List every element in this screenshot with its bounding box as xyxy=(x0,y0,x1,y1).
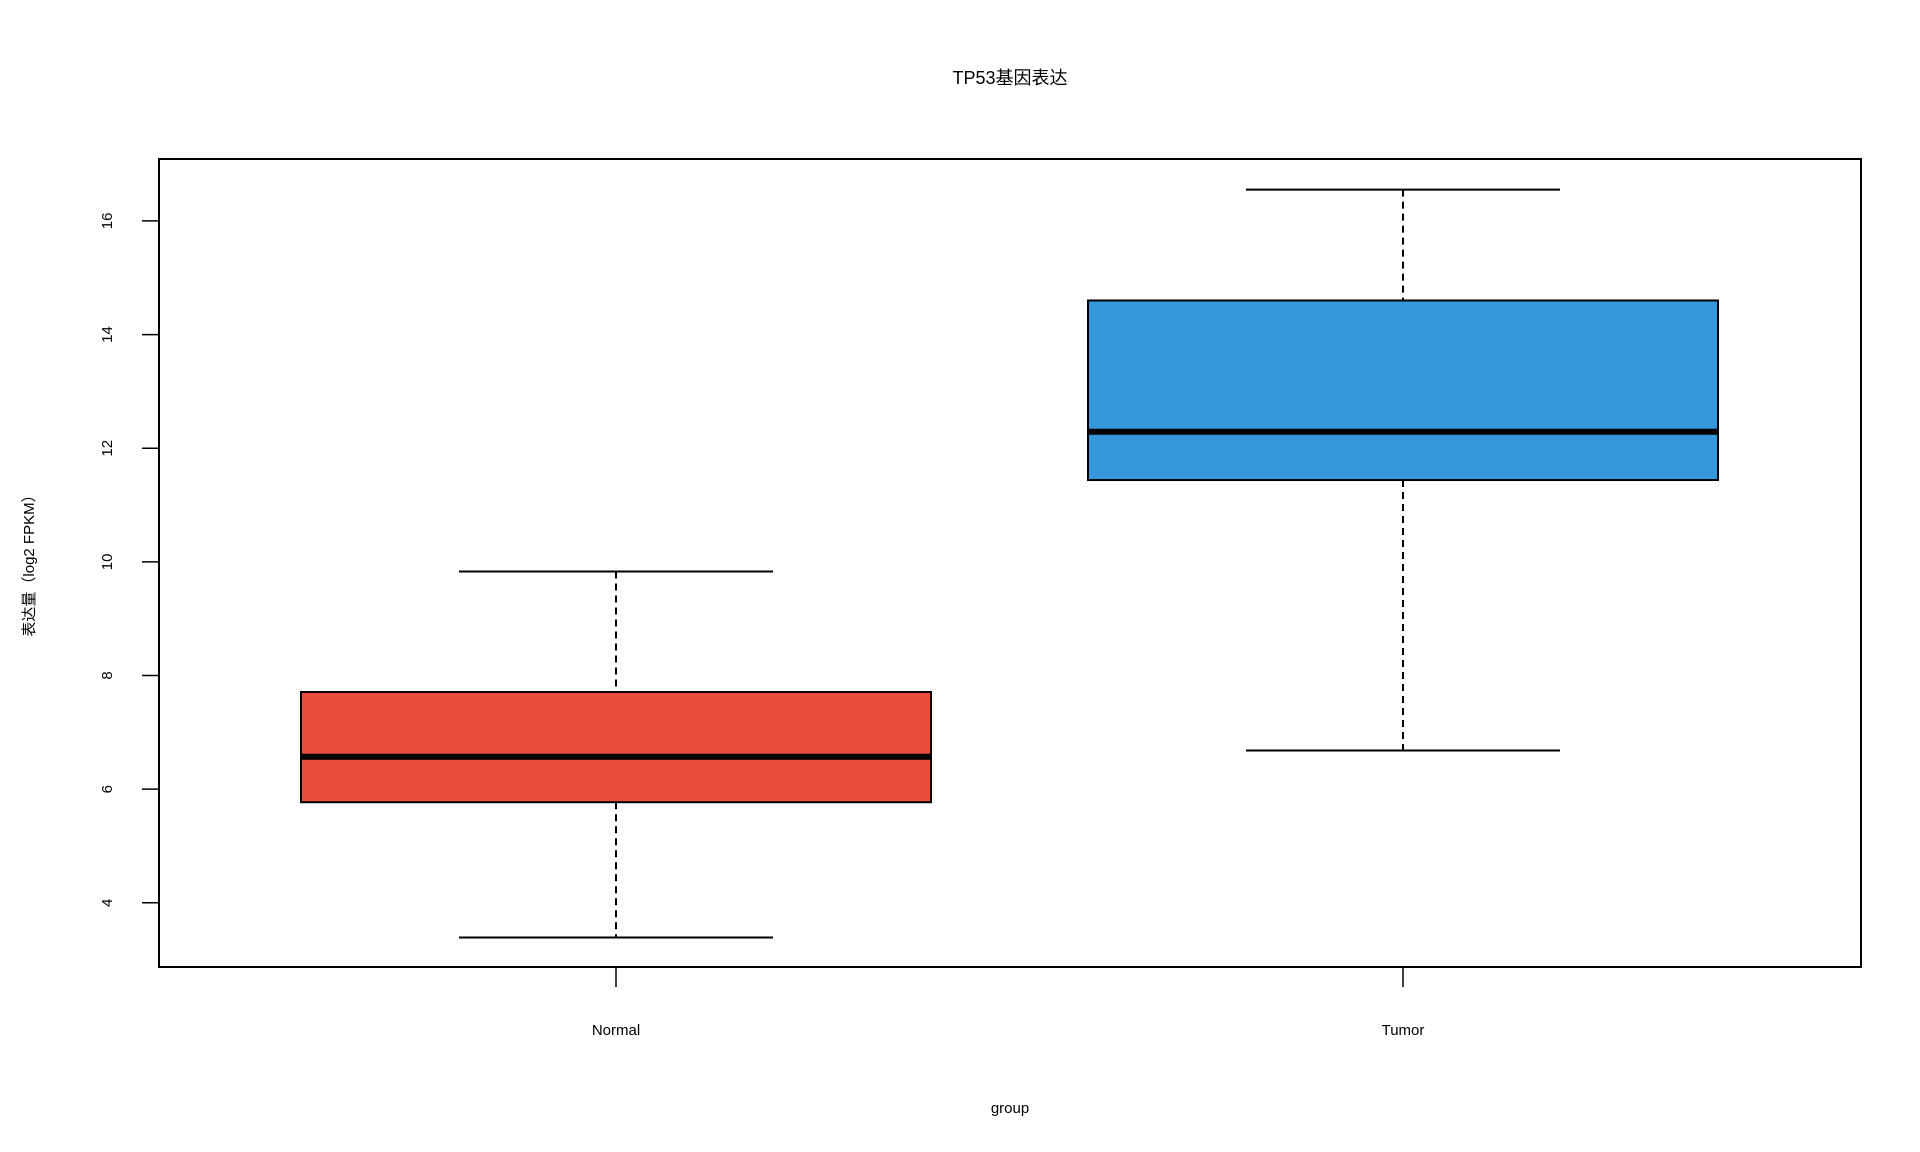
plot-frame xyxy=(158,158,1862,968)
box xyxy=(1087,299,1719,482)
y-tick-label: 14 xyxy=(99,326,116,343)
y-axis-label: 表达量（log2 FPKM） xyxy=(21,487,38,636)
y-tick-label: 6 xyxy=(99,785,116,793)
x-axis-label: group xyxy=(991,1100,1029,1117)
chart-title: TP53基因表达 xyxy=(952,68,1067,88)
y-tick-label: 16 xyxy=(99,213,116,230)
x-tick-label: Tumor xyxy=(1382,1022,1425,1039)
y-tick-label: 12 xyxy=(99,440,116,457)
x-tick-label: Normal xyxy=(592,1022,640,1039)
y-tick-label: 8 xyxy=(99,671,116,679)
y-tick-label: 4 xyxy=(99,899,116,907)
box xyxy=(300,690,932,804)
y-tick-label: 10 xyxy=(99,554,116,571)
